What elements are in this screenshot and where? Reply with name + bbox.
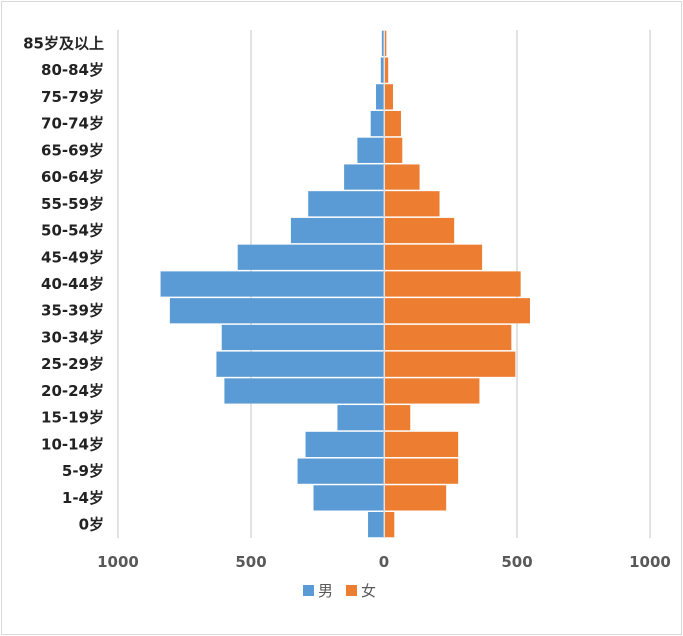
- bar-male: [313, 485, 384, 511]
- bar-female: [385, 271, 521, 297]
- bar-male: [297, 458, 384, 484]
- category-label: 50-54岁: [41, 222, 104, 240]
- bar-male: [380, 57, 384, 83]
- bar-male: [344, 164, 384, 190]
- x-tick-label: 500: [501, 553, 532, 571]
- bar-female: [385, 110, 401, 137]
- category-labels: 0岁 1-4岁 5-9岁 10-14岁 15-19岁 20-24岁 25-29岁 30-34岁…: [23, 34, 104, 533]
- bar-male: [370, 110, 384, 137]
- category-label: 60-64岁: [41, 168, 104, 186]
- bar-male: [368, 512, 384, 538]
- bar-female: [385, 298, 530, 324]
- category-label: 45-49岁: [41, 248, 104, 266]
- category-label: 5-9岁: [62, 462, 104, 480]
- category-label: 70-74岁: [41, 115, 104, 133]
- x-tick-label: 1000: [97, 553, 139, 571]
- bar-male: [169, 298, 384, 324]
- bar-male: [381, 30, 384, 56]
- bar-female: [385, 458, 459, 484]
- bars: [160, 30, 530, 538]
- category-label: 1-4岁: [62, 489, 104, 507]
- bar-female: [385, 217, 455, 244]
- bar-female: [385, 30, 387, 56]
- legend: 男 女: [303, 582, 376, 600]
- category-label: 80-84岁: [41, 61, 104, 79]
- bar-male: [308, 191, 384, 217]
- category-label: 25-29岁: [41, 355, 104, 373]
- bar-male: [224, 378, 384, 404]
- category-label: 10-14岁: [41, 435, 104, 453]
- bar-female: [385, 191, 440, 217]
- bar-female: [385, 244, 483, 270]
- bar-female: [385, 485, 447, 511]
- x-tick-labels: 1000 500 0 500 1000: [97, 553, 671, 571]
- bar-male: [357, 137, 384, 163]
- category-label: 0岁: [79, 516, 104, 534]
- bar-male: [376, 84, 384, 110]
- bar-female: [385, 84, 393, 110]
- bar-female: [385, 405, 411, 431]
- category-label: 65-69岁: [41, 141, 104, 159]
- legend-label-female: 女: [361, 582, 376, 600]
- bar-female: [385, 57, 389, 83]
- x-tick-label: 0: [379, 553, 389, 571]
- bar-male: [160, 271, 384, 297]
- bar-female: [385, 431, 459, 458]
- bar-female: [385, 512, 395, 538]
- x-tick-label: 1000: [629, 553, 671, 571]
- bar-male: [216, 351, 384, 377]
- category-label: 30-34岁: [41, 328, 104, 346]
- bar-male: [305, 431, 384, 458]
- legend-label-male: 男: [318, 582, 333, 600]
- category-label: 55-59岁: [41, 195, 104, 213]
- bar-female: [385, 164, 420, 190]
- bar-male: [337, 405, 384, 431]
- bar-male: [221, 324, 384, 351]
- category-label: 15-19岁: [41, 409, 104, 427]
- bar-female: [385, 378, 480, 404]
- bar-female: [385, 137, 403, 163]
- bar-female: [385, 351, 516, 377]
- legend-swatch-male: [303, 585, 314, 596]
- bar-female: [385, 324, 512, 351]
- bar-male: [290, 217, 384, 244]
- bar-male: [237, 244, 384, 270]
- category-label: 20-24岁: [41, 382, 104, 400]
- x-tick-label: 500: [235, 553, 266, 571]
- category-label: 85岁及以上: [23, 34, 104, 52]
- legend-swatch-female: [346, 585, 357, 596]
- category-label: 35-39岁: [41, 302, 104, 320]
- category-label: 75-79岁: [41, 88, 104, 106]
- category-label: 40-44岁: [41, 275, 104, 293]
